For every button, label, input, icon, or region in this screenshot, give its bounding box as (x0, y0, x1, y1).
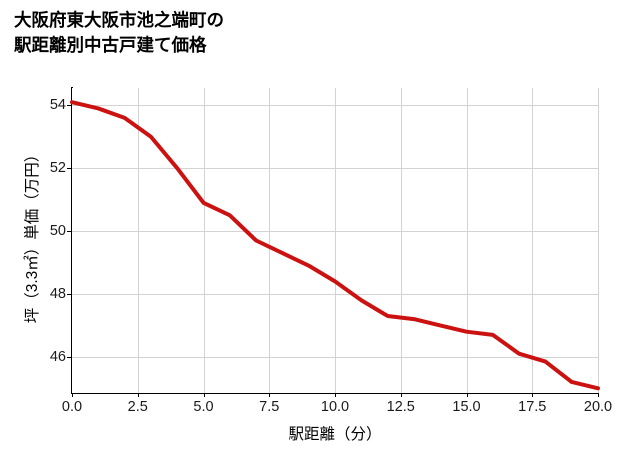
gridline-x (400, 88, 402, 393)
x-tick-label: 7.5 (259, 399, 280, 415)
gridline-x (203, 88, 205, 393)
y-tick-mark (67, 231, 72, 233)
y-tick-mark (67, 356, 72, 358)
x-tick-mark (532, 393, 534, 397)
gridline-x (137, 88, 139, 393)
y-tick-label: 52 (49, 160, 66, 177)
gridline-x (598, 88, 599, 393)
plot-area (70, 88, 600, 393)
line-series-plot (70, 100, 600, 391)
x-tick-label: 0.0 (61, 399, 83, 415)
x-axis-label: 駅距離（分） (288, 426, 382, 443)
y-tick-label: 48 (49, 285, 66, 302)
gridline-x (335, 88, 336, 393)
x-tick-mark (400, 393, 402, 397)
gridline-x (532, 88, 534, 393)
x-tick-label: 20.0 (583, 399, 613, 415)
x-tick-label: 10.0 (320, 399, 350, 415)
x-tick-label: 12.5 (386, 399, 415, 415)
y-tick-mark (67, 105, 72, 107)
x-tick-mark (335, 393, 336, 397)
x-tick-mark (137, 393, 139, 397)
x-tick-mark (598, 393, 599, 397)
y-axis-label: 坪（3.3㎡）単価（万円） (24, 146, 41, 324)
x-tick-mark (466, 393, 468, 397)
y-tick-mark (67, 293, 72, 295)
x-tick-mark (72, 393, 73, 397)
x-tick-label: 2.5 (127, 399, 148, 415)
x-tick-mark (269, 393, 271, 397)
y-tick-label: 50 (49, 223, 66, 240)
x-tick-labels: 0.0 2.5 5.0 7.5 10.0 12.5 15.0 17.5 20.0 (62, 399, 612, 419)
gridline-x (269, 88, 271, 393)
price-line (70, 100, 600, 391)
y-tick-mark (67, 168, 72, 170)
gridline-x (466, 88, 468, 393)
x-tick-mark (203, 393, 205, 397)
y-tick-labels: 46 48 50 52 54 (28, 88, 66, 393)
page-title: 大阪府東大阪市池之端町の 駅距離別中古戸建て価格 (14, 10, 224, 55)
x-tick-label: 15.0 (452, 399, 481, 415)
x-tick-label: 5.0 (193, 399, 214, 415)
y-tick-label: 54 (49, 97, 66, 114)
x-tick-label: 17.5 (518, 399, 547, 415)
y-tick-label: 46 (49, 348, 66, 365)
